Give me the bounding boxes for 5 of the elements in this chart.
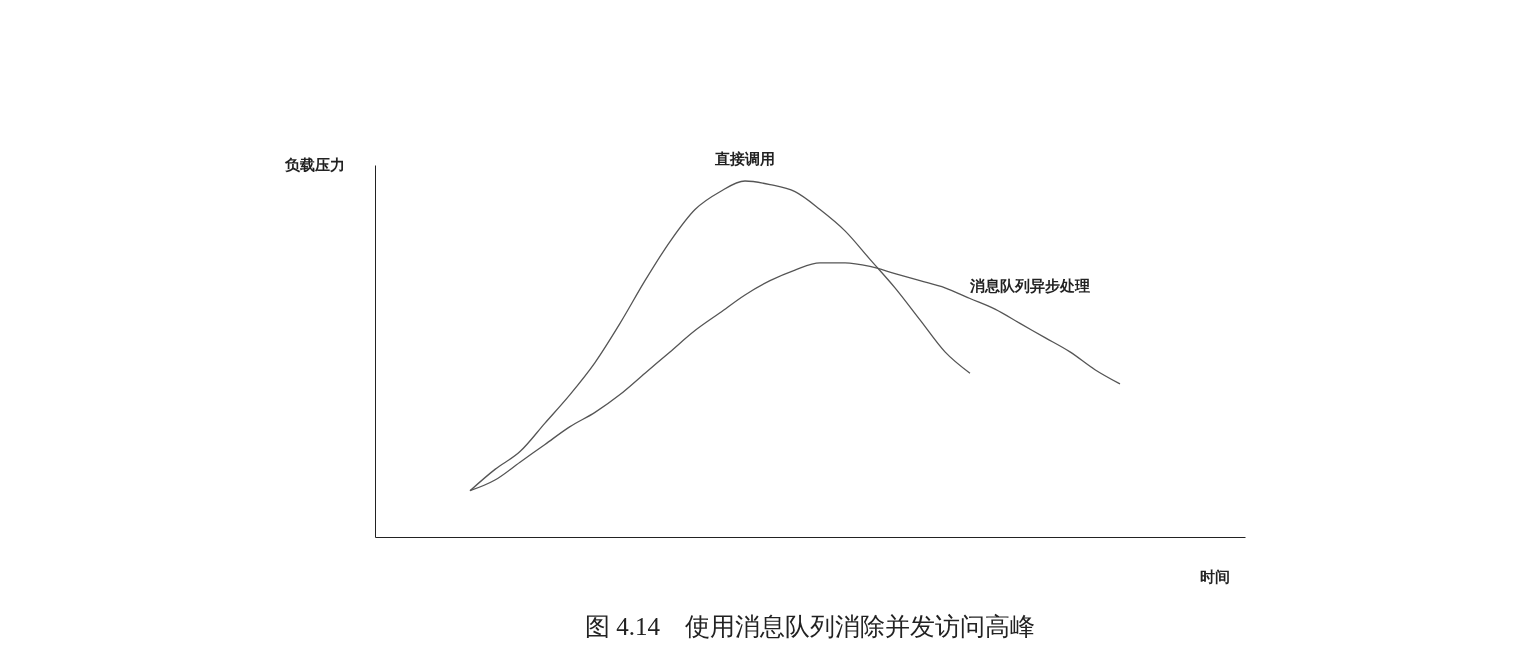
series-label: 消息队列异步处理: [969, 277, 1090, 296]
text: 时间: [1200, 568, 1230, 586]
series-label: 直接调用: [714, 150, 775, 169]
text: 图 4.14 使用消息队列消除并发访问高峰: [585, 613, 1035, 640]
text: 负载压力: [284, 156, 345, 174]
